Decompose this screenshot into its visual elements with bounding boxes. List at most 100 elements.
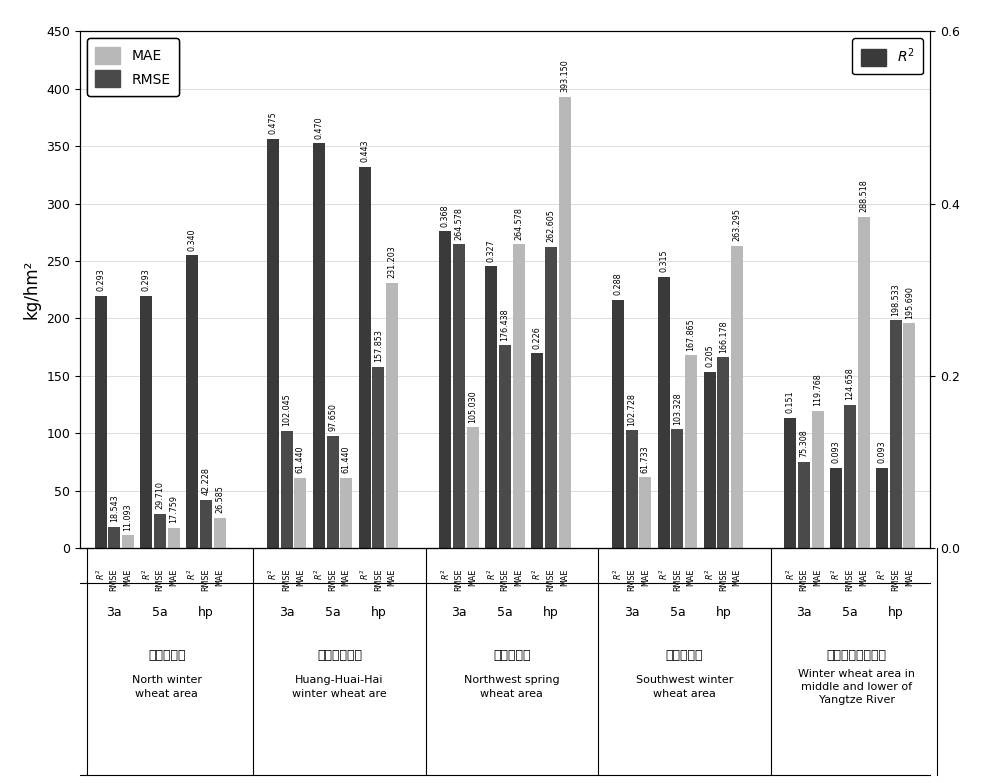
Text: 103.328: 103.328: [673, 392, 682, 425]
Text: 102.728: 102.728: [627, 392, 636, 425]
Text: $R^2$: $R^2$: [784, 568, 797, 580]
Bar: [140, 296, 152, 548]
Bar: [890, 320, 902, 548]
Bar: [639, 477, 651, 548]
Text: 0.315: 0.315: [659, 250, 668, 272]
Bar: [903, 323, 915, 548]
Bar: [658, 276, 670, 548]
Bar: [467, 428, 479, 548]
Text: MAE: MAE: [560, 568, 569, 586]
Bar: [313, 143, 325, 548]
Text: 西南冬麦区: 西南冬麦区: [666, 649, 703, 662]
Text: MAE: MAE: [687, 568, 696, 586]
Text: 263.295: 263.295: [733, 208, 742, 241]
Bar: [671, 429, 683, 548]
Text: 0.368: 0.368: [441, 204, 450, 226]
Text: $R^2$: $R^2$: [531, 568, 543, 580]
Text: 0.443: 0.443: [360, 139, 369, 162]
Text: 0.093: 0.093: [878, 441, 887, 464]
Bar: [294, 478, 306, 548]
Text: 黄淮海冬麦区: 黄淮海冬麦区: [317, 649, 362, 662]
Bar: [453, 244, 465, 548]
Bar: [784, 418, 796, 548]
Text: $R^2$: $R^2$: [439, 568, 452, 580]
Text: RMSE: RMSE: [455, 568, 464, 591]
Bar: [340, 478, 352, 548]
Bar: [499, 345, 511, 548]
Text: 18.543: 18.543: [110, 495, 119, 522]
Text: RMSE: RMSE: [673, 568, 682, 591]
Legend: $R^2$: $R^2$: [852, 38, 923, 74]
Bar: [122, 536, 134, 548]
Text: 75.308: 75.308: [800, 429, 809, 457]
Text: 198.533: 198.533: [891, 283, 900, 316]
Text: 0.340: 0.340: [188, 228, 197, 251]
Text: 0.470: 0.470: [314, 116, 323, 139]
Text: 0.327: 0.327: [487, 239, 496, 262]
Bar: [876, 468, 888, 548]
Text: 西北春麦区: 西北春麦区: [493, 649, 531, 662]
Text: 0.093: 0.093: [832, 441, 841, 464]
Text: $R^2$: $R^2$: [612, 568, 624, 580]
Text: RMSE: RMSE: [282, 568, 291, 591]
Bar: [108, 527, 120, 548]
Bar: [858, 217, 870, 548]
Bar: [612, 300, 624, 548]
Text: MAE: MAE: [641, 568, 650, 586]
Text: 0.226: 0.226: [533, 326, 542, 349]
Text: 11.093: 11.093: [123, 503, 132, 531]
Text: MAE: MAE: [905, 568, 914, 586]
Bar: [168, 528, 180, 548]
Text: 42.228: 42.228: [201, 467, 210, 495]
Text: MAE: MAE: [514, 568, 523, 586]
Text: 288.518: 288.518: [859, 179, 868, 212]
Text: MAE: MAE: [733, 568, 742, 586]
Bar: [386, 283, 398, 548]
Text: North winter
wheat area: North winter wheat area: [132, 676, 202, 698]
Text: RMSE: RMSE: [845, 568, 854, 591]
Text: 102.045: 102.045: [282, 394, 291, 426]
Text: MAE: MAE: [468, 568, 477, 586]
Text: $R^2$: $R^2$: [658, 568, 670, 580]
Text: Southwest winter
wheat area: Southwest winter wheat area: [636, 676, 733, 698]
Text: Northwest spring
wheat area: Northwest spring wheat area: [464, 676, 560, 698]
Text: Winter wheat area in
middle and lower of
Yangtze River: Winter wheat area in middle and lower of…: [798, 669, 915, 705]
Text: 393.150: 393.150: [560, 60, 569, 92]
Text: RMSE: RMSE: [110, 568, 119, 591]
Bar: [844, 405, 856, 548]
Text: MAE: MAE: [859, 568, 868, 586]
Legend: MAE, RMSE: MAE, RMSE: [87, 38, 179, 96]
Text: 17.759: 17.759: [169, 495, 178, 523]
Bar: [798, 462, 810, 548]
Text: 61.440: 61.440: [342, 446, 351, 473]
Bar: [559, 96, 571, 548]
Text: RMSE: RMSE: [546, 568, 555, 591]
Text: 264.578: 264.578: [455, 207, 464, 240]
Text: 264.578: 264.578: [514, 207, 523, 240]
Text: MAE: MAE: [296, 568, 305, 586]
Bar: [214, 518, 226, 548]
Text: RMSE: RMSE: [891, 568, 900, 591]
Text: 61.440: 61.440: [296, 446, 305, 473]
Text: RMSE: RMSE: [800, 568, 809, 591]
Text: 26.585: 26.585: [215, 485, 224, 513]
Text: MAE: MAE: [342, 568, 351, 586]
Bar: [359, 167, 371, 548]
Text: MAE: MAE: [388, 568, 397, 586]
Text: $R^2$: $R^2$: [140, 568, 153, 580]
Text: 195.690: 195.690: [905, 286, 914, 319]
Text: 166.178: 166.178: [719, 320, 728, 352]
Text: RMSE: RMSE: [627, 568, 636, 591]
Bar: [513, 244, 525, 548]
Text: MAE: MAE: [215, 568, 224, 586]
Text: Huang-Huai-Hai
winter wheat are: Huang-Huai-Hai winter wheat are: [292, 676, 387, 698]
Bar: [200, 500, 212, 548]
Text: 231.203: 231.203: [388, 245, 397, 278]
Text: RMSE: RMSE: [719, 568, 728, 591]
Text: 157.853: 157.853: [374, 330, 383, 363]
Text: MAE: MAE: [169, 568, 178, 586]
Text: 0.205: 0.205: [705, 345, 714, 367]
Text: 167.865: 167.865: [687, 318, 696, 351]
Text: 119.768: 119.768: [813, 373, 822, 406]
Text: $R^2$: $R^2$: [359, 568, 371, 580]
